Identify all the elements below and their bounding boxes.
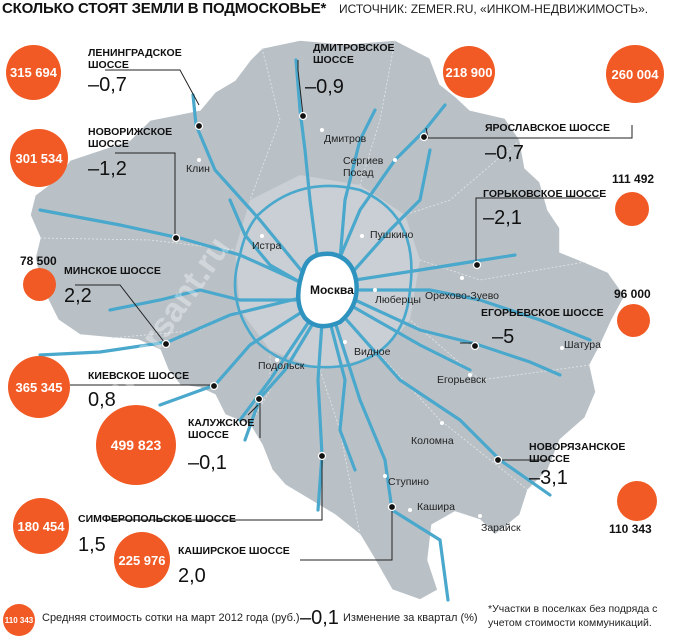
price-dot-minskoe: [23, 268, 56, 301]
change-leningradskoe: –0,7: [88, 74, 127, 96]
city-dots: [197, 128, 564, 518]
price-circle-novorizhskoe: 301 534: [10, 129, 68, 187]
leader-lines: [70, 60, 633, 561]
city-label: Клин: [186, 163, 210, 175]
highway-label-novoryazanskoe: НОВОРЯЗАНСКОЕ ШОССЕ: [529, 441, 626, 465]
price-value-minskoe: 78 500: [20, 254, 57, 268]
highway-label-novorizhskoe: НОВОРИЖСКОЕ ШОССЕ: [88, 126, 173, 150]
city-label: Егорьевск: [437, 374, 486, 386]
highway-label-egorievskoe: ЕГОРЬЕВСКОЕ ШОССЕ: [481, 307, 604, 319]
legend-sample-change: –0,1: [300, 607, 339, 629]
price-dot-novoryazanskoe: [617, 481, 657, 521]
city-label: Кашира: [417, 501, 455, 513]
price-circle-leningradskoe: 315 694: [6, 45, 61, 100]
city-label: Зарайск: [481, 522, 521, 534]
highway-label-dmitrovskoe: ДМИТРОВСКОЕ ШОССЕ: [313, 42, 395, 66]
city-label: Истра: [252, 240, 282, 252]
change-dmitrovskoe: –0,9: [305, 76, 344, 98]
price-value-gorkovskoe: 111 492: [612, 172, 655, 186]
change-kashirskoe: 2,0: [178, 565, 206, 587]
change-egorievskoe: –5: [492, 326, 515, 348]
price-value-egorievskoe: 96 000: [614, 287, 651, 301]
price-circle-simferopolskoe: 180 454: [13, 498, 69, 554]
price-circle-kashirskoe: 225 976: [114, 532, 170, 588]
price-circle-kaluzhskoe: 499 823: [96, 405, 176, 485]
footnote: *Участки в поселках без подряда с учетом…: [488, 603, 658, 629]
highway-label-minskoe: МИНСКОЕ ШОССЕ: [64, 265, 161, 277]
price-dot-gorkovskoe: [615, 192, 649, 226]
highway-label-leningradskoe: ЛЕНИНГРАДСКОЕ ШОССЕ: [88, 47, 182, 71]
page-title: СКОЛЬКО СТОЯТ ЗЕМЛИ В ПОДМОСКОВЬЕ*: [2, 0, 327, 17]
price-dot-egorievskoe: [617, 304, 650, 337]
highway-label-gorkovskoe: ГОРЬКОВСКОЕ ШОССЕ: [483, 188, 607, 200]
change-novorizhskoe: –1,2: [88, 158, 127, 180]
city-label: Коломна: [411, 435, 454, 447]
city-label: Ступино: [388, 476, 429, 488]
city-label: Видное: [354, 346, 391, 358]
change-gorkovskoe: –2,1: [483, 207, 522, 229]
change-novoryazanskoe: –3,1: [529, 467, 568, 489]
highway-label-kashirskoe: КАШИРСКОЕ ШОССЕ: [178, 545, 290, 557]
change-simferopolskoe: 1,5: [78, 534, 106, 556]
city-label: Сергиев Посад: [343, 155, 384, 179]
price-circle-yaroslavskoe: 260 004: [606, 45, 664, 103]
highway-label-kaluzhskoe: КАЛУЖСКОЕ ШОССЕ: [188, 417, 255, 441]
price-circle-dmitrovskoe: 218 900: [443, 46, 495, 98]
price-circle-kievskoe: 365 345: [8, 356, 70, 418]
change-minskoe: 2,2: [64, 285, 92, 307]
outer-ring-road: [233, 184, 413, 369]
source-note: ИСТОЧНИК: ZEMER.RU, «ИНКОМ-НЕДВИЖИМОСТЬ»…: [339, 2, 649, 16]
highway-label-simferopolskoe: СИМФЕРОПОЛЬСКОЕ ШОССЕ: [78, 513, 236, 525]
price-value-novoryazanskoe: 110 343: [609, 522, 652, 536]
legend-sample-circle: 110 343: [3, 604, 35, 636]
junction-markers: [161, 111, 503, 512]
legend-change-text: Изменение за квартал (%): [343, 612, 478, 624]
moscow-city-shape: [296, 251, 359, 329]
city-label: Орехово-Зуево: [425, 290, 499, 302]
city-label: Пушкино: [370, 229, 414, 241]
city-label: Люберцы: [375, 294, 421, 306]
city-label: Подольск: [258, 360, 305, 372]
city-label: Дмитров: [324, 133, 367, 145]
highway-label-yaroslavskoe: ЯРОСЛАВСКОЕ ШОССЕ: [485, 122, 611, 134]
highway-label-kievskoe: КИЕВСКОЕ ШОССЕ: [88, 370, 190, 382]
moscow-label: Москва: [310, 283, 354, 297]
change-kievskoe: 0,8: [88, 389, 116, 411]
city-label: Шатура: [564, 339, 601, 351]
legend-price-text: Средняя стоимость сотки на март 2012 год…: [42, 612, 300, 624]
change-kaluzhskoe: –0,1: [188, 452, 227, 474]
change-yaroslavskoe: –0,7: [485, 142, 524, 164]
